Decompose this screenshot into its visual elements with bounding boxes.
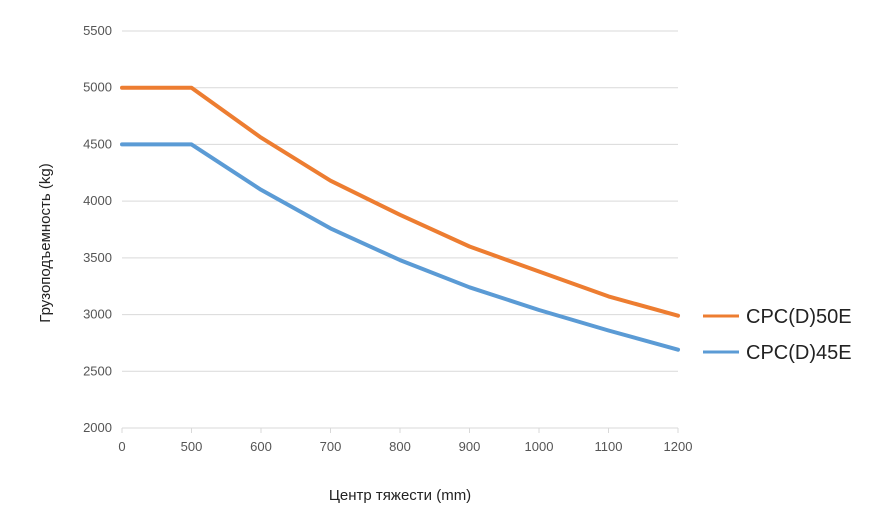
legend-label: CPC(D)50E: [746, 306, 852, 328]
y-tick-label: 2000: [83, 420, 112, 435]
y-tick-label: 5500: [83, 23, 112, 38]
gridlines: [121, 30, 679, 433]
y-tick-label: 4000: [83, 193, 112, 208]
x-tick-label: 700: [320, 439, 342, 454]
x-tick-label: 0: [118, 439, 125, 454]
x-tick-label: 1000: [525, 439, 554, 454]
x-tick-label: 1100: [595, 439, 623, 454]
y-tick-label: 4500: [83, 136, 112, 151]
x-tick-label: 600: [250, 439, 272, 454]
x-tick-label: 500: [181, 439, 203, 454]
series-line-1: [120, 142, 680, 352]
x-tick-label: 1200: [664, 439, 693, 454]
legend: CPC(D)50E CPC(D)45E: [703, 306, 852, 364]
y-tick-label: 3000: [83, 307, 112, 322]
y-tick-label: 3500: [83, 250, 112, 265]
series-line-0: [120, 85, 680, 318]
y-axis-ticks: 2000 2500 3000 3500 4000 4500 5000 5500: [83, 23, 112, 435]
y-tick-label: 2500: [83, 363, 112, 378]
y-axis-title: Грузоподъемность (kg): [37, 163, 54, 322]
legend-label: CPC(D)45E: [746, 342, 852, 364]
x-tick-label: 800: [389, 439, 411, 454]
x-tick-label: 900: [459, 439, 481, 454]
series-lines: [120, 85, 680, 352]
y-tick-label: 5000: [83, 80, 112, 95]
x-axis-title: Центр тяжести (mm): [329, 487, 471, 504]
x-axis-ticks: 0 500 600 700 800 900 1000 1100 1200: [118, 439, 692, 454]
